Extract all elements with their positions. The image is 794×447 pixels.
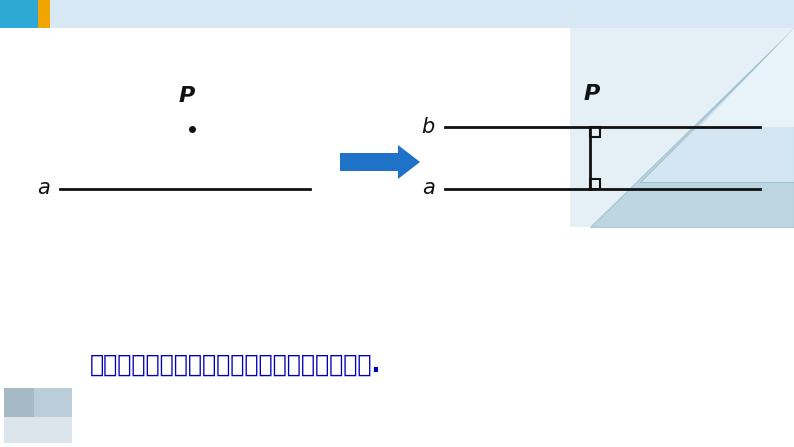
Bar: [0, 0, 38, 28]
Text: $b$: $b$: [421, 117, 435, 137]
Polygon shape: [640, 28, 794, 182]
Bar: [0, 0, 794, 28]
Polygon shape: [700, 28, 794, 127]
Text: $a$: $a$: [37, 180, 50, 198]
Bar: [4, 388, 72, 443]
Bar: [590, 179, 600, 189]
Bar: [590, 127, 600, 137]
Bar: [570, 27, 794, 227]
Text: $\boldsymbol{P}$: $\boldsymbol{P}$: [178, 85, 196, 107]
FancyArrow shape: [340, 145, 420, 179]
Bar: [38, 0, 50, 28]
Bar: [34, 388, 72, 417]
Bar: [4, 388, 34, 417]
Text: $a$: $a$: [422, 180, 435, 198]
Text: 在同一平面内垂直于同一直线的两条直线平行.: 在同一平面内垂直于同一直线的两条直线平行.: [90, 353, 381, 377]
Polygon shape: [590, 28, 794, 227]
Text: $\boldsymbol{P}$: $\boldsymbol{P}$: [583, 83, 601, 105]
